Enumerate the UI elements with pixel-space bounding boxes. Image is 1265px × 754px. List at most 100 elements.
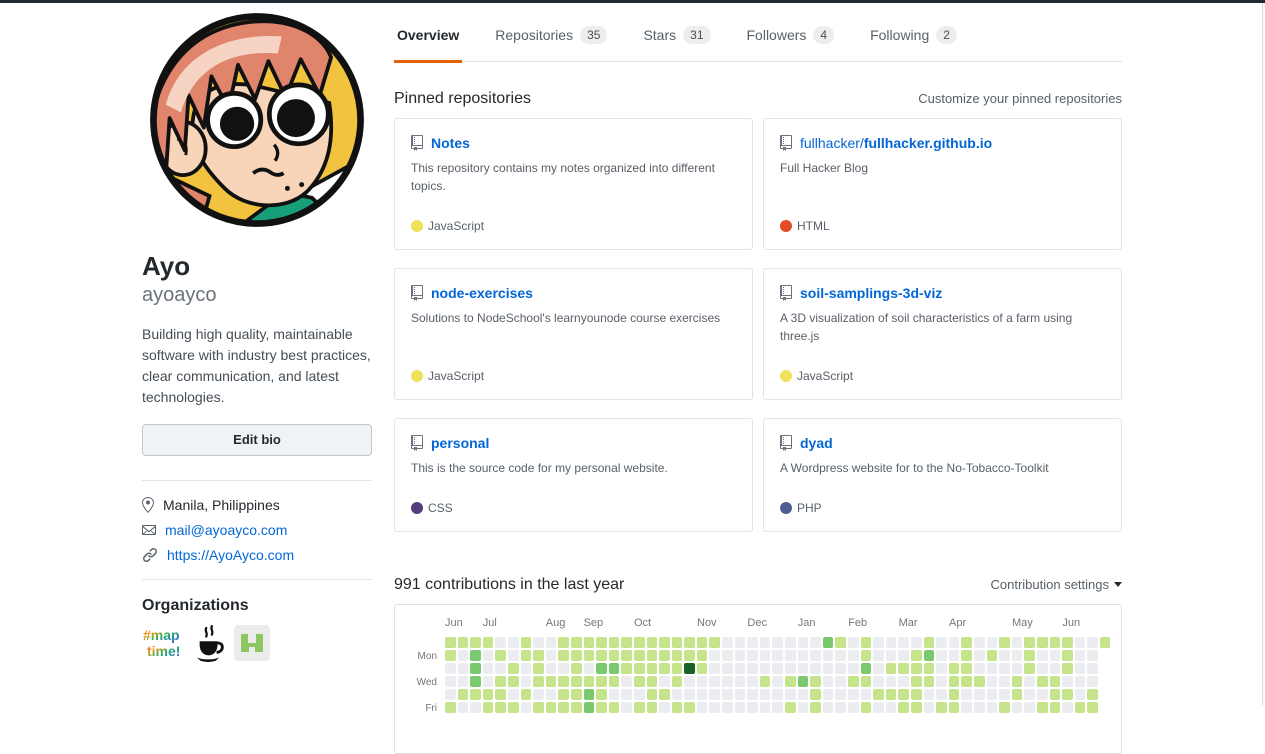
org-avatar-green[interactable] (234, 624, 270, 661)
contribution-cell[interactable] (910, 650, 922, 661)
repo-link[interactable]: fullhacker/fullhacker.github.io (800, 135, 992, 151)
contribution-cell[interactable] (923, 650, 935, 661)
contribution-cell[interactable] (596, 663, 607, 674)
contribution-cell[interactable] (533, 702, 544, 713)
contribution-cell[interactable] (709, 637, 721, 648)
contribution-cell[interactable] (684, 689, 695, 700)
contribution-cell[interactable] (822, 650, 834, 661)
contribution-cell[interactable] (797, 650, 809, 661)
contribution-cell[interactable] (1087, 637, 1098, 648)
contribution-cell[interactable] (507, 663, 519, 674)
contribution-cell[interactable] (873, 663, 884, 674)
contribution-cell[interactable] (898, 650, 909, 661)
contribution-cell[interactable] (482, 676, 494, 687)
contribution-cell[interactable] (621, 663, 632, 674)
contribution-cell[interactable] (923, 663, 935, 674)
contribution-cell[interactable] (608, 650, 620, 661)
contribution-cell[interactable] (860, 637, 872, 648)
contribution-cell[interactable] (948, 663, 960, 674)
contribution-cell[interactable] (533, 689, 544, 700)
contribution-cell[interactable] (747, 676, 758, 687)
contribution-cell[interactable] (936, 637, 947, 648)
contribution-cell[interactable] (910, 689, 922, 700)
contribution-cell[interactable] (973, 637, 985, 648)
contribution-cell[interactable] (948, 676, 960, 687)
contribution-cell[interactable] (785, 702, 796, 713)
contribution-cell[interactable] (734, 663, 746, 674)
contribution-cell[interactable] (835, 702, 846, 713)
contribution-cell[interactable] (507, 702, 519, 713)
contribution-cell[interactable] (671, 650, 683, 661)
contribution-cell[interactable] (520, 676, 532, 687)
contribution-cell[interactable] (507, 637, 519, 648)
contribution-cell[interactable] (797, 663, 809, 674)
contribution-cell[interactable] (873, 637, 884, 648)
contribution-cell[interactable] (1062, 637, 1073, 648)
customize-pinned-link[interactable]: Customize your pinned repositories (918, 91, 1122, 106)
email-link[interactable]: mail@ayoayco.com (165, 521, 288, 538)
contribution-cell[interactable] (507, 650, 519, 661)
contribution-cell[interactable] (835, 650, 846, 661)
contribution-cell[interactable] (1062, 676, 1073, 687)
contribution-cell[interactable] (747, 650, 758, 661)
contribution-cell[interactable] (923, 676, 935, 687)
contribution-cell[interactable] (533, 663, 544, 674)
contribution-cell[interactable] (860, 702, 872, 713)
contribution-cell[interactable] (999, 676, 1010, 687)
contribution-cell[interactable] (747, 702, 758, 713)
contribution-cell[interactable] (621, 637, 632, 648)
contribution-cell[interactable] (457, 637, 469, 648)
contribution-cell[interactable] (1087, 689, 1098, 700)
contribution-cell[interactable] (558, 676, 569, 687)
contribution-cell[interactable] (1074, 676, 1086, 687)
contribution-cell[interactable] (1062, 702, 1073, 713)
tab-followers[interactable]: Followers 4 (744, 26, 838, 63)
contribution-cell[interactable] (1036, 689, 1048, 700)
contribution-cell[interactable] (470, 702, 481, 713)
org-avatar-maptime[interactable]: #map time! (142, 625, 186, 663)
contribution-cell[interactable] (848, 676, 859, 687)
contribution-cell[interactable] (1024, 637, 1035, 648)
contribution-cell[interactable] (482, 689, 494, 700)
contribution-cell[interactable] (533, 676, 544, 687)
contribution-cell[interactable] (797, 689, 809, 700)
contribution-cell[interactable] (885, 689, 897, 700)
contribution-cell[interactable] (898, 676, 909, 687)
contribution-cell[interactable] (936, 676, 947, 687)
contribution-cell[interactable] (936, 663, 947, 674)
contribution-cell[interactable] (558, 702, 569, 713)
contribution-cell[interactable] (1074, 663, 1086, 674)
contribution-cell[interactable] (684, 637, 695, 648)
contribution-cell[interactable] (608, 663, 620, 674)
contribution-cell[interactable] (797, 676, 809, 687)
contribution-cell[interactable] (722, 689, 733, 700)
contribution-cell[interactable] (898, 663, 909, 674)
contribution-cell[interactable] (583, 689, 595, 700)
contribution-cell[interactable] (545, 676, 557, 687)
contribution-cell[interactable] (722, 637, 733, 648)
contribution-cell[interactable] (583, 676, 595, 687)
contribution-cell[interactable] (608, 702, 620, 713)
contribution-cell[interactable] (948, 689, 960, 700)
contribution-cell[interactable] (1049, 702, 1061, 713)
contribution-cell[interactable] (1011, 676, 1023, 687)
contribution-cell[interactable] (696, 676, 708, 687)
contribution-cell[interactable] (759, 689, 771, 700)
contribution-cell[interactable] (873, 650, 884, 661)
contribution-cell[interactable] (772, 689, 784, 700)
contribution-cell[interactable] (482, 663, 494, 674)
contribution-cell[interactable] (646, 702, 658, 713)
contribution-cell[interactable] (684, 702, 695, 713)
contribution-cell[interactable] (482, 637, 494, 648)
contribution-cell[interactable] (633, 676, 645, 687)
contribution-cell[interactable] (545, 663, 557, 674)
contribution-cell[interactable] (596, 689, 607, 700)
contribution-cell[interactable] (759, 637, 771, 648)
org-avatar-coffee[interactable] (194, 624, 226, 665)
contribution-cell[interactable] (1024, 702, 1035, 713)
contribution-cell[interactable] (810, 689, 821, 700)
contribution-cell[interactable] (898, 637, 909, 648)
contribution-cell[interactable] (596, 637, 607, 648)
contribution-cell[interactable] (873, 689, 884, 700)
contribution-cell[interactable] (797, 637, 809, 648)
